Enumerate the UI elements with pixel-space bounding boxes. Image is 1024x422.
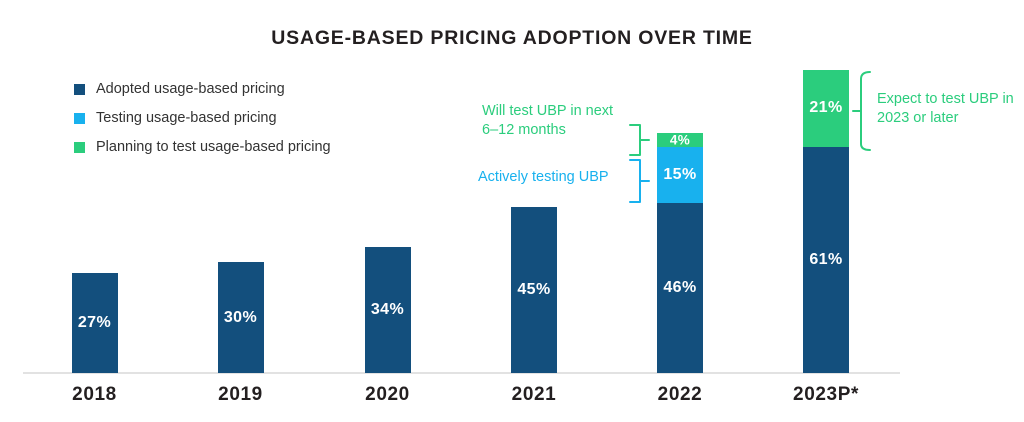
bar-segment-2021-adopted: 45%	[511, 206, 557, 373]
annotation-actively-testing: Actively testing UBP	[478, 168, 609, 187]
bar-segment-2023P*-adopted: 61%	[803, 147, 849, 373]
annotation-will-test: Will test UBP in next 6–12 months	[482, 102, 613, 140]
x-axis-label-2023P*: 2023P*	[793, 384, 859, 405]
bar-value-label-2023P*-planning: 21%	[809, 99, 843, 117]
bracket-actively-testing	[629, 159, 650, 203]
annotation-actively-testing-line1: Actively testing UBP	[478, 169, 609, 185]
bar-value-label-2021-adopted: 45%	[517, 280, 551, 298]
x-axis-label-2018: 2018	[72, 384, 117, 405]
annotation-expect-test-line2: 2023 or later	[877, 110, 959, 126]
legend-label-planning: Planning to test usage-based pricing	[96, 139, 331, 155]
x-axis-label-2021: 2021	[511, 384, 557, 405]
x-axis-line	[23, 372, 900, 374]
legend-label-adopted: Adopted usage-based pricing	[96, 81, 285, 97]
annotation-will-test-line2: 6–12 months	[482, 122, 566, 138]
bar-value-label-2022-adopted: 46%	[663, 278, 697, 296]
bar-value-label-2023P*-adopted: 61%	[809, 251, 843, 269]
annotation-will-test-line1: Will test UBP in next	[482, 103, 614, 119]
annotation-expect-test: Expect to test UBP in 2023 or later	[877, 90, 1014, 128]
bar-value-label-2019-adopted: 30%	[223, 308, 258, 326]
legend-swatch-planning	[74, 141, 85, 153]
x-axis-label-2020: 2020	[365, 384, 410, 405]
legend-item-adopted: Adopted usage-based pricing	[74, 81, 331, 97]
legend-label-testing: Testing usage-based pricing	[96, 110, 277, 126]
legend-swatch-adopted	[74, 83, 85, 95]
bar-value-label-2022-testing: 15%	[663, 166, 697, 184]
x-axis-label-2019: 2019	[218, 384, 263, 405]
bar-segment-2020-adopted: 34%	[364, 247, 411, 373]
bar-value-label-2018-adopted: 27%	[77, 314, 112, 332]
bar-segment-2022-adopted: 46%	[657, 202, 703, 373]
bar-value-label-2022-planning: 4%	[669, 132, 691, 148]
bar-value-label-2020-adopted: 34%	[370, 301, 405, 319]
bracket-will-test	[629, 124, 650, 156]
legend: Adopted usage-based pricing Testing usag…	[74, 81, 331, 168]
legend-item-planning: Planning to test usage-based pricing	[74, 139, 331, 155]
bar-segment-2019-adopted: 30%	[217, 262, 264, 373]
bar-segment-2022-testing: 15%	[657, 147, 703, 203]
bar-segment-2022-planning: 4%	[657, 132, 703, 148]
bar-segment-2018-adopted: 27%	[71, 273, 118, 373]
bar-segment-2023P*-planning: 21%	[803, 69, 849, 148]
bracket-expect-test	[852, 71, 871, 151]
legend-item-testing: Testing usage-based pricing	[74, 110, 331, 126]
x-axis-label-2022: 2022	[657, 384, 703, 405]
chart-title: USAGE-BASED PRICING ADOPTION OVER TIME	[271, 27, 753, 49]
legend-swatch-testing	[74, 112, 85, 124]
annotation-expect-test-line1: Expect to test UBP in	[877, 91, 1014, 107]
